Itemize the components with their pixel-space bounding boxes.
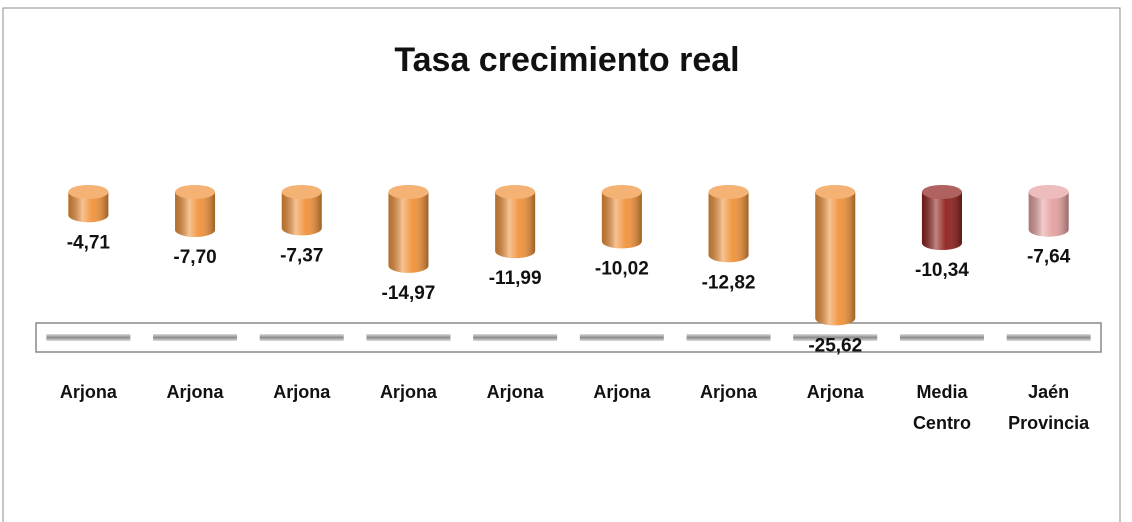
bar — [1028, 185, 1069, 237]
bar-shade — [1028, 192, 1069, 237]
x-tick-label: Jaén Provincia — [1008, 382, 1090, 433]
bar-shade — [708, 192, 749, 263]
floor-dash — [259, 334, 344, 341]
value-label: -10,02 — [595, 258, 649, 279]
bar-shade — [68, 192, 109, 223]
bar-shade — [495, 192, 536, 259]
bar-cap — [281, 185, 322, 199]
value-label: -25,62 — [808, 335, 862, 356]
x-tick-label: Arjona — [60, 382, 118, 402]
x-tick-label: Arjona — [593, 382, 651, 402]
bar — [281, 185, 322, 236]
bar-shade — [281, 192, 322, 236]
floor-dash — [46, 334, 131, 341]
bar-cap-light — [495, 185, 536, 199]
bar-cap — [921, 185, 962, 199]
x-tick-label: Media Centro — [913, 382, 971, 433]
bar-cap-light — [708, 185, 749, 199]
bar-cap-light — [1028, 185, 1069, 199]
bar — [495, 185, 536, 259]
bar-cap-light — [388, 185, 429, 199]
bar — [708, 185, 749, 263]
value-label: -14,97 — [382, 283, 436, 304]
chart-title: Tasa crecimiento real — [394, 41, 739, 79]
bar-cap — [708, 185, 749, 199]
floor-dash — [1006, 334, 1091, 341]
value-label: -7,64 — [1027, 247, 1071, 268]
value-label: -7,37 — [280, 245, 323, 266]
bar-shade — [175, 192, 216, 237]
chart-border — [2, 7, 1121, 522]
bar-shade — [815, 192, 856, 326]
bar-cap — [601, 185, 642, 199]
floor-dash — [473, 334, 558, 341]
bar — [921, 185, 962, 251]
value-label: -7,70 — [173, 247, 216, 268]
bar-cap-light — [175, 185, 216, 199]
x-tick-label: Arjona — [487, 382, 545, 402]
x-tick-label: Arjona — [273, 382, 331, 402]
bar-cap — [68, 185, 109, 199]
bar-cap-light — [68, 185, 109, 199]
floor-dash — [153, 334, 238, 341]
bar-cap-light — [815, 185, 856, 199]
bar-cap — [388, 185, 429, 199]
x-tick-label: Arjona — [807, 382, 865, 402]
bar — [68, 185, 109, 223]
bar — [175, 185, 216, 237]
value-label: -11,99 — [489, 268, 542, 289]
floor-dash — [579, 334, 664, 341]
bar-cap — [1028, 185, 1069, 199]
x-tick-label: Arjona — [700, 382, 758, 402]
bar — [601, 185, 642, 249]
floor-dash — [899, 334, 984, 341]
bar-cap — [175, 185, 216, 199]
bar — [815, 185, 856, 326]
bar-cap — [495, 185, 536, 199]
floor-dash — [366, 334, 451, 341]
bar-shade — [388, 192, 429, 273]
bar-cap — [815, 185, 856, 199]
bar-cap-light — [281, 185, 322, 199]
x-tick-label: Arjona — [167, 382, 225, 402]
x-tick-label: Arjona — [380, 382, 438, 402]
floor-dash — [793, 334, 878, 341]
bar-cap-light — [601, 185, 642, 199]
bar-cap-light — [921, 185, 962, 199]
value-label: -10,34 — [915, 260, 969, 281]
value-label: -4,71 — [67, 232, 111, 253]
floor-dash — [686, 334, 771, 341]
bar-shade — [921, 192, 962, 251]
bar-shade — [601, 192, 642, 249]
bar — [388, 185, 429, 273]
value-label: -12,82 — [702, 272, 756, 293]
